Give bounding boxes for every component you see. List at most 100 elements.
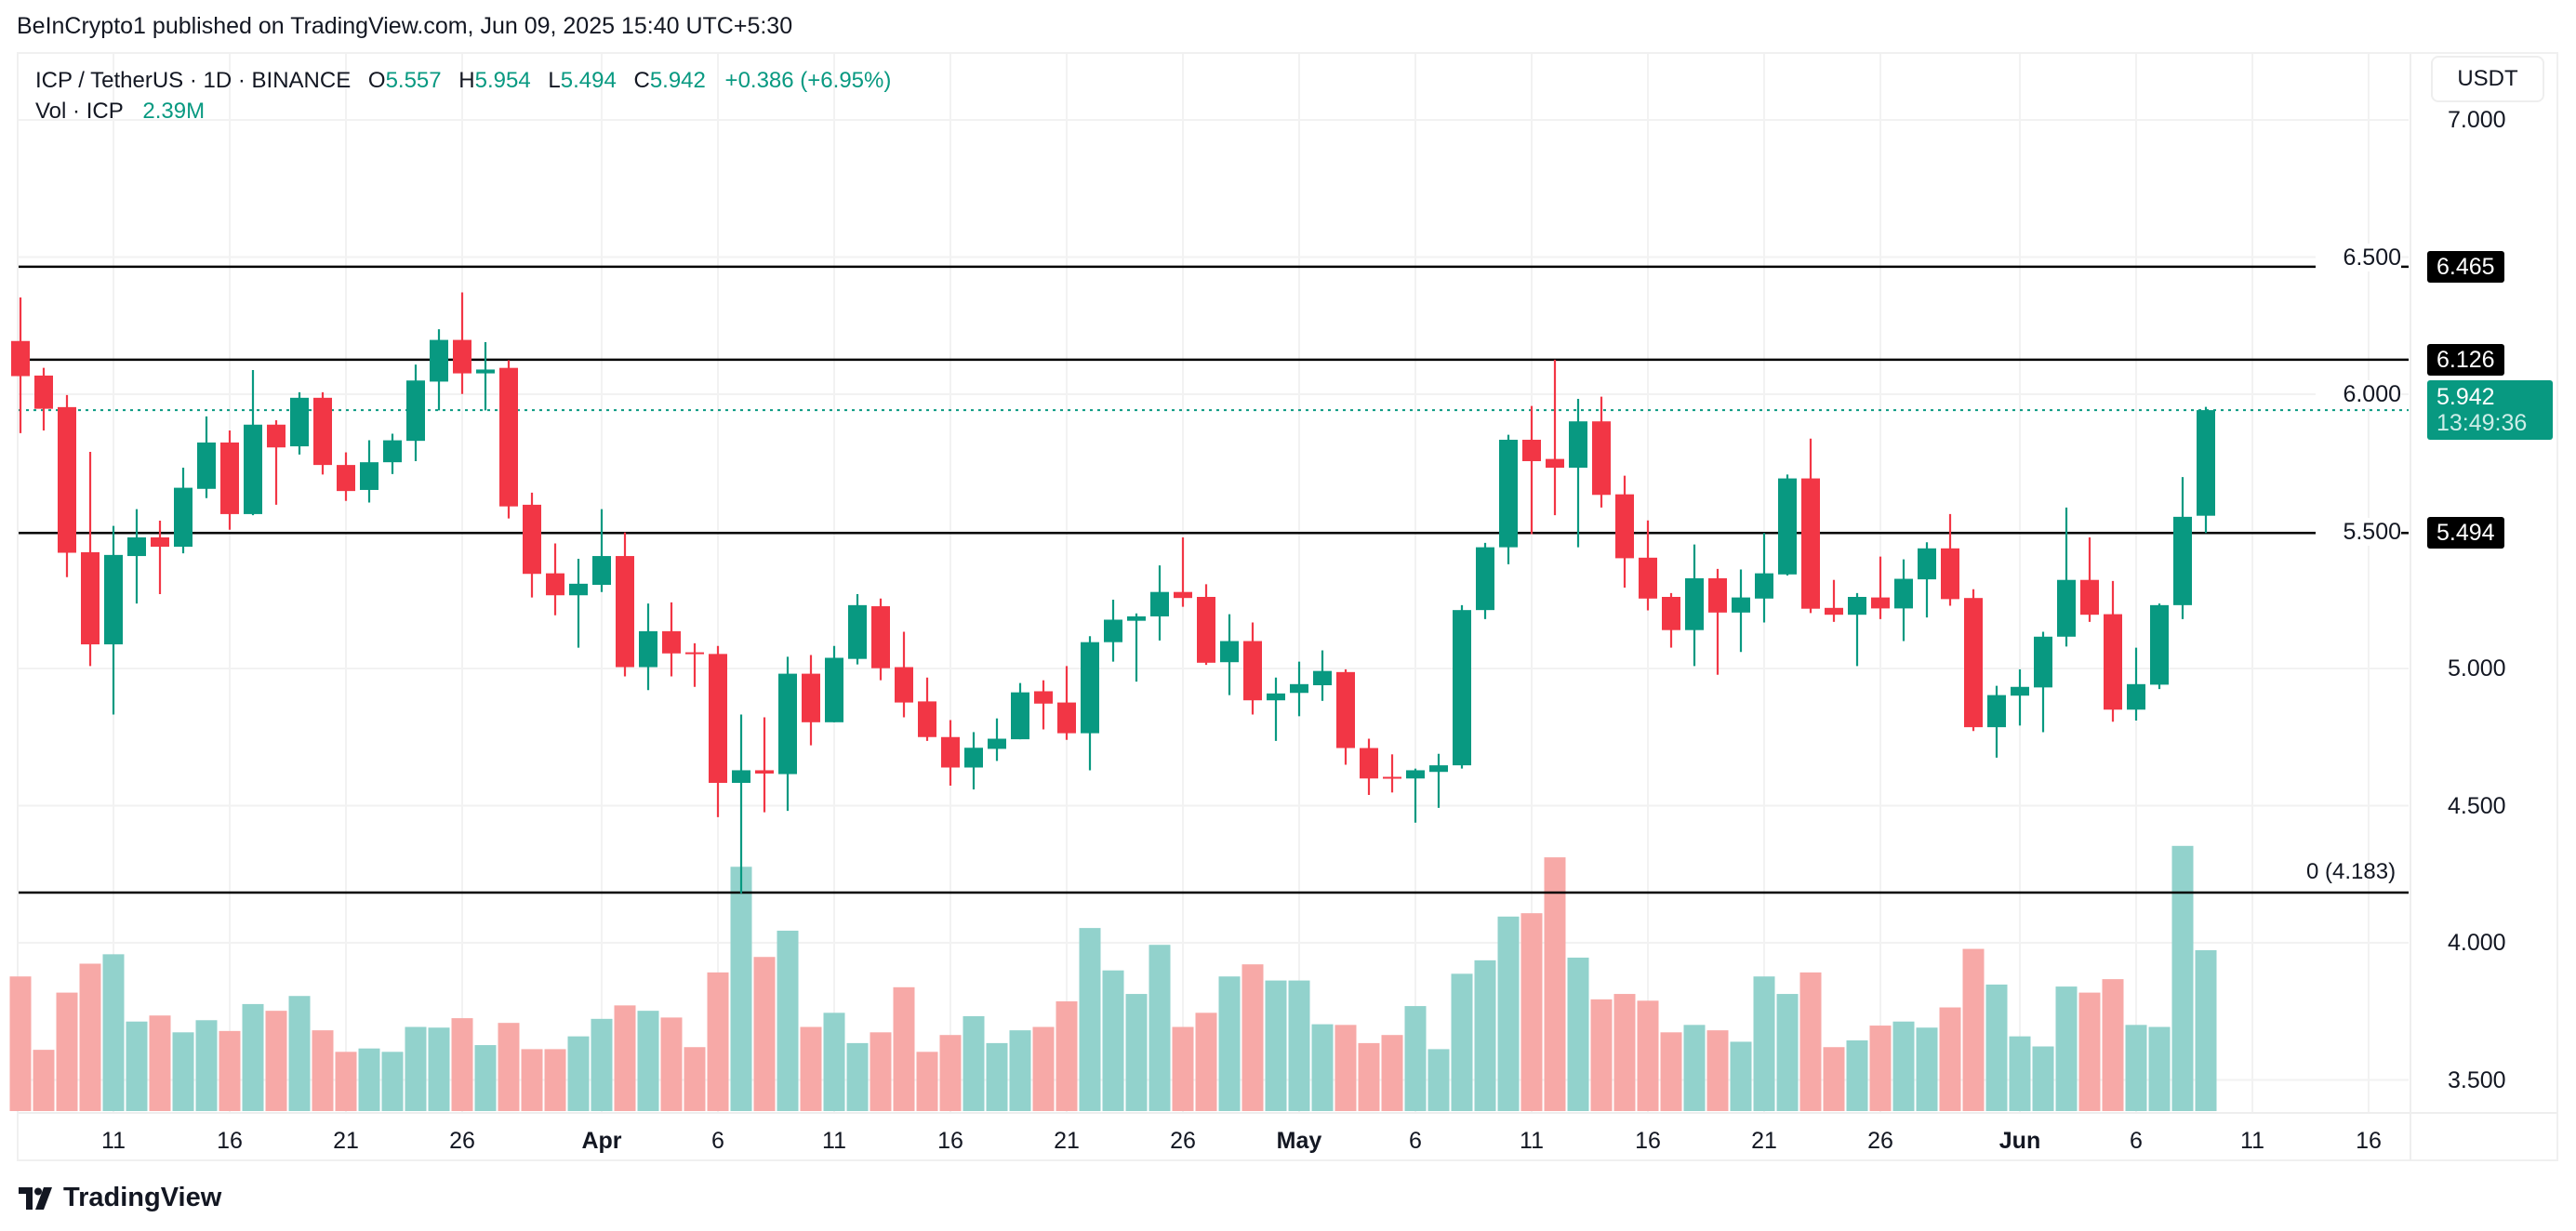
volume-bar bbox=[428, 1027, 450, 1111]
volume-bar bbox=[1939, 1007, 1961, 1111]
time-tick-label: 16 bbox=[1635, 1128, 1661, 1154]
candle bbox=[964, 732, 983, 790]
candle bbox=[197, 416, 216, 498]
current-price-value: 5.942 bbox=[2437, 384, 2495, 411]
volume-bar bbox=[2009, 1036, 2031, 1111]
candle-body bbox=[476, 369, 495, 374]
volume-label[interactable]: Vol · ICP bbox=[35, 99, 124, 124]
candle-body bbox=[1150, 591, 1169, 616]
high-value: 5.954 bbox=[474, 68, 531, 93]
candle-body bbox=[1592, 421, 1611, 496]
volume-bar bbox=[1916, 1027, 1938, 1111]
candle bbox=[313, 391, 332, 475]
candle bbox=[220, 430, 239, 530]
candle-body bbox=[430, 339, 448, 382]
volume-bar bbox=[1032, 1026, 1055, 1111]
candle bbox=[174, 468, 193, 554]
candle bbox=[406, 364, 425, 461]
candle bbox=[34, 367, 53, 430]
candle bbox=[1987, 685, 2006, 758]
candle-body bbox=[1383, 776, 1401, 779]
volume-bar bbox=[195, 1020, 218, 1111]
candle bbox=[918, 677, 936, 741]
high-label: H bbox=[458, 68, 475, 93]
candle bbox=[1755, 533, 1773, 623]
candle-body bbox=[1615, 494, 1634, 559]
candle-body bbox=[1081, 642, 1099, 734]
candle bbox=[2080, 536, 2099, 622]
candle bbox=[895, 631, 913, 718]
candle bbox=[337, 452, 355, 501]
candle bbox=[1825, 579, 1843, 622]
candle bbox=[1476, 542, 1494, 619]
candle bbox=[11, 297, 30, 433]
volume-bar bbox=[1427, 1049, 1450, 1111]
candle bbox=[1639, 520, 1657, 611]
volume-bar bbox=[870, 1032, 892, 1111]
volume-bar bbox=[1753, 976, 1775, 1111]
volume-bar bbox=[521, 1049, 543, 1111]
tradingview-logo[interactable]: TradingView bbox=[19, 1183, 221, 1213]
volume-bar bbox=[893, 986, 915, 1111]
candle bbox=[1406, 768, 1425, 823]
candle bbox=[1011, 682, 1029, 740]
candle-body bbox=[546, 573, 564, 596]
candle-body bbox=[2057, 579, 2076, 637]
volume-bar bbox=[1590, 999, 1613, 1111]
candle-body bbox=[1197, 597, 1215, 663]
time-tick-label: 21 bbox=[1054, 1128, 1080, 1154]
candle-body bbox=[569, 583, 588, 596]
candle-body bbox=[406, 380, 425, 442]
candle bbox=[592, 509, 611, 592]
candle bbox=[1104, 599, 1122, 662]
current-price-label: 5.942 13:49:36 bbox=[2427, 380, 2553, 441]
volume-bar bbox=[1311, 1024, 1334, 1111]
volume-bar bbox=[56, 992, 78, 1111]
candle-body bbox=[337, 465, 355, 492]
volume-bar bbox=[730, 867, 752, 1111]
symbol-title[interactable]: ICP / TetherUS · 1D · BINANCE bbox=[35, 68, 352, 93]
candle-body bbox=[2150, 604, 2169, 685]
candle-body bbox=[197, 442, 216, 489]
volume-bar bbox=[1288, 980, 1310, 1111]
candle bbox=[1894, 559, 1913, 642]
candle-body bbox=[1546, 458, 1564, 469]
currency-button[interactable]: USDT bbox=[2431, 56, 2544, 102]
volume-bar bbox=[1381, 1035, 1403, 1111]
volume-bar bbox=[823, 1013, 845, 1111]
publisher-caption: BeInCrypto1 published on TradingView.com… bbox=[17, 13, 793, 39]
candle bbox=[1592, 396, 1611, 508]
volume-bar bbox=[1730, 1041, 1752, 1111]
volume-bar bbox=[451, 1018, 473, 1111]
candle-body bbox=[1569, 421, 1587, 469]
volume-bar bbox=[79, 963, 101, 1111]
candle bbox=[616, 532, 634, 677]
candle bbox=[81, 451, 100, 667]
volume-bar bbox=[1149, 945, 1171, 1111]
candle bbox=[1918, 542, 1936, 618]
candle-body bbox=[104, 554, 123, 645]
volume-bar bbox=[567, 1036, 590, 1111]
time-tick-label: 6 bbox=[2130, 1128, 2143, 1154]
candle bbox=[1662, 592, 1680, 648]
candle bbox=[1708, 568, 1727, 675]
candle-body bbox=[1964, 598, 1983, 728]
volume-bar bbox=[1823, 1047, 1845, 1111]
candle bbox=[151, 520, 169, 595]
candle bbox=[1732, 569, 1750, 653]
candle-body bbox=[1243, 641, 1262, 701]
candle-body bbox=[895, 667, 913, 703]
close-label: C bbox=[633, 68, 650, 93]
candle bbox=[2197, 406, 2215, 534]
volume-bar bbox=[498, 1023, 520, 1111]
volume-bar bbox=[1706, 1030, 1729, 1111]
candle-body bbox=[383, 440, 402, 463]
candle-body bbox=[267, 424, 285, 448]
volume-bar bbox=[1334, 1025, 1357, 1111]
volume-bar bbox=[1218, 976, 1241, 1111]
candle-body bbox=[58, 406, 76, 553]
price-tick-label: 5.000 bbox=[2448, 655, 2506, 682]
candle bbox=[267, 420, 285, 505]
time-tick-label: Apr bbox=[581, 1128, 622, 1154]
